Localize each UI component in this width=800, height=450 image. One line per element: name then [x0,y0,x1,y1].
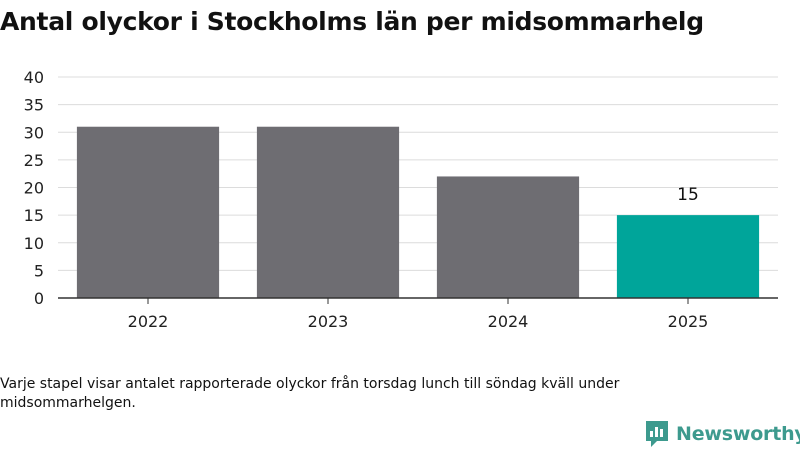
chart-title: Antal olyckor i Stockholms län per midso… [0,7,704,36]
x-tick-label: 2025 [668,312,709,331]
newsworthy-logo-icon [646,421,668,447]
y-tick-label: 40 [24,68,44,87]
y-tick-label: 15 [24,206,44,225]
y-tick-label: 20 [24,179,44,198]
brand-logo: Newsworthy [644,419,800,449]
brand-name: Newsworthy [676,423,800,445]
data-label-2025: 15 [677,185,699,205]
bar-2023 [256,126,400,298]
data-labels: 15 [677,185,699,205]
bar-2024 [436,176,580,298]
chart-footnote: Varje stapel visar antalet rapporterade … [0,376,620,411]
x-tick-label: 2024 [488,312,529,331]
bar-2025 [616,215,760,298]
y-tick-label: 0 [34,289,44,308]
y-tick-label: 10 [24,234,44,253]
y-tick-label: 35 [24,96,44,115]
y-axis-tick-labels: 0 5 10 15 20 25 30 35 40 [24,68,44,308]
x-tick-label: 2022 [128,312,169,331]
bar-2022 [76,126,220,298]
y-tick-label: 30 [24,123,44,142]
x-axis-ticks: 2022 2023 2024 2025 [128,298,709,331]
y-tick-label: 25 [24,151,44,170]
bars [76,126,760,298]
y-tick-label: 5 [34,261,44,280]
x-tick-label: 2023 [308,312,349,331]
